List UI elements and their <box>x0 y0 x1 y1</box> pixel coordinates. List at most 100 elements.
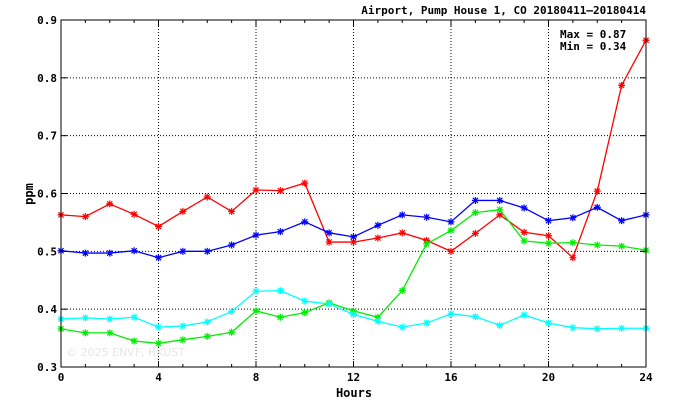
data-point <box>423 213 431 221</box>
data-point <box>106 329 114 337</box>
x-tick-label: 16 <box>444 371 458 384</box>
data-point <box>276 313 284 321</box>
data-point <box>447 218 455 226</box>
data-point <box>106 315 114 323</box>
data-point <box>496 211 504 219</box>
data-point <box>228 241 236 249</box>
data-point <box>350 233 357 241</box>
data-point <box>130 210 138 218</box>
data-point <box>203 318 211 326</box>
data-point <box>569 214 577 222</box>
data-point <box>228 328 236 336</box>
data-point <box>252 307 260 315</box>
data-point <box>569 254 577 262</box>
data-point <box>325 229 333 237</box>
data-point <box>276 187 284 195</box>
data-point <box>374 317 382 325</box>
data-point <box>593 241 601 249</box>
data-point <box>81 249 89 257</box>
data-point <box>276 287 284 295</box>
y-tick-label: 0.8 <box>37 72 57 85</box>
data-point <box>155 254 162 262</box>
data-point <box>520 228 528 236</box>
chart-title: Airport, Pump House 1, CO 20180411–20180… <box>361 4 646 17</box>
data-point <box>301 218 309 226</box>
data-point <box>301 309 309 317</box>
x-tick-label: 4 <box>155 371 162 384</box>
data-point <box>423 319 431 327</box>
x-tick-label: 12 <box>347 371 360 384</box>
data-point <box>618 81 626 89</box>
data-point <box>374 221 382 229</box>
data-point <box>398 323 406 331</box>
data-point <box>203 247 211 255</box>
data-point <box>496 321 504 329</box>
data-point <box>398 287 406 295</box>
x-tick-labels: 0 4 8 12 16 20 24 <box>58 371 653 384</box>
data-point <box>545 217 552 225</box>
data-point <box>520 204 528 212</box>
data-point <box>179 336 187 344</box>
data-point <box>471 196 479 204</box>
x-axis-label: Hours <box>336 386 372 400</box>
data-point <box>325 238 333 246</box>
data-point <box>593 203 601 211</box>
data-point <box>155 222 162 230</box>
data-point <box>228 307 236 315</box>
data-point <box>228 207 236 215</box>
data-point <box>301 297 309 305</box>
data-point <box>618 217 626 225</box>
series-line <box>60 39 647 259</box>
data-point <box>301 179 309 187</box>
data-point <box>325 300 333 308</box>
y-tick-label: 0.6 <box>37 188 57 201</box>
data-point <box>447 247 455 255</box>
data-point <box>471 313 479 321</box>
data-point <box>398 229 406 237</box>
axis-ticks <box>60 19 647 368</box>
y-axis-label: ppm <box>22 183 36 205</box>
data-point <box>130 337 138 345</box>
data-point <box>203 193 211 201</box>
data-point <box>130 247 138 255</box>
data-point <box>593 187 601 195</box>
y-tick-label: 0.3 <box>37 361 57 374</box>
data-point <box>545 239 552 247</box>
x-tick-label: 20 <box>542 371 555 384</box>
max-annotation: Max = 0.87 <box>560 28 626 41</box>
data-point <box>252 186 260 194</box>
data-point <box>179 322 187 330</box>
data-point <box>471 209 479 217</box>
data-point <box>398 211 406 219</box>
data-point <box>350 310 357 318</box>
data-point <box>374 234 382 242</box>
data-point <box>374 313 382 321</box>
data-point <box>252 287 260 295</box>
data-point <box>496 196 504 204</box>
data-point <box>203 332 211 340</box>
data-point <box>520 237 528 245</box>
data-point <box>569 239 577 247</box>
data-point <box>423 240 431 248</box>
data-point <box>155 323 162 331</box>
data-point <box>155 339 162 347</box>
data-point <box>471 229 479 237</box>
min-annotation: Min = 0.34 <box>560 40 627 53</box>
y-tick-label: 0.7 <box>37 130 57 143</box>
data-point <box>106 249 114 257</box>
data-point <box>179 207 187 215</box>
data-point <box>496 206 504 214</box>
y-tick-labels: 0.3 0.4 0.5 0.6 0.7 0.8 0.9 <box>37 14 57 374</box>
data-point <box>447 227 455 235</box>
data-point <box>520 311 528 319</box>
data-point <box>593 325 601 333</box>
x-tick-label: 8 <box>253 371 260 384</box>
data-point <box>81 329 89 337</box>
watermark: © 2025 ENVF, HKUST <box>66 346 185 359</box>
y-tick-label: 0.9 <box>37 14 57 27</box>
data-point <box>81 314 89 322</box>
grid-lines <box>61 20 646 367</box>
y-tick-label: 0.5 <box>37 245 57 258</box>
data-point <box>545 319 552 327</box>
